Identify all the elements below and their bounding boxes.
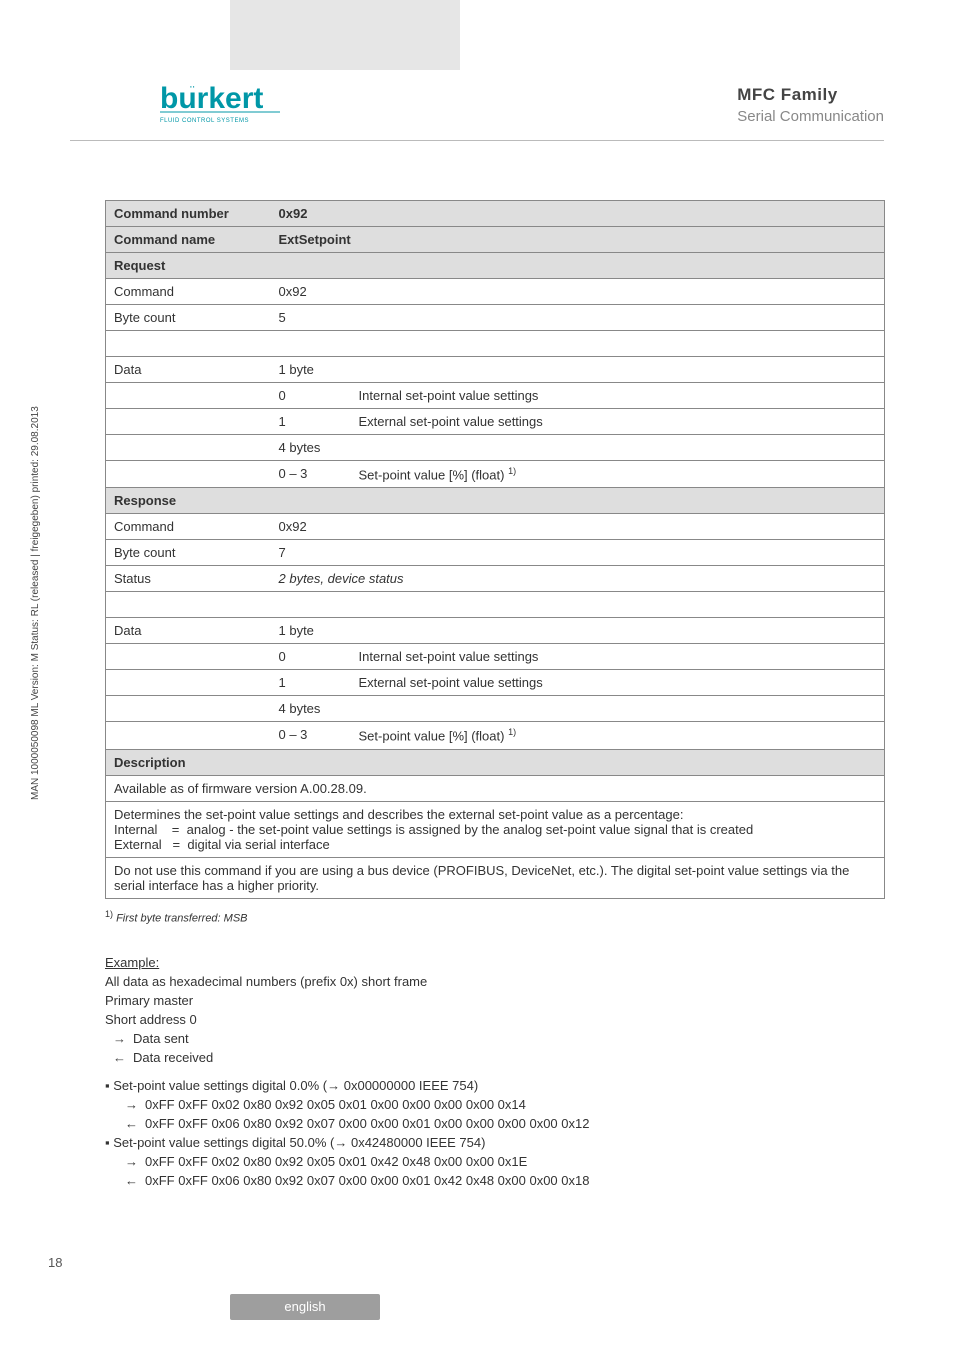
req-data-4a: 0 – 3	[271, 461, 351, 488]
desc-line3: Do not use this command if you are using…	[106, 857, 885, 898]
resp-status-label: Status	[106, 566, 271, 592]
example-b1-sent: →0xFF 0xFF 0x02 0x80 0x92 0x05 0x01 0x00…	[125, 1096, 885, 1115]
resp-data-1b: Internal set-point value settings	[351, 644, 885, 670]
example-sent: Data sent	[113, 1030, 885, 1049]
svg-text:burkert: burkert	[160, 82, 263, 115]
req-data-2a: 1	[271, 409, 351, 435]
resp-data-2a: 1	[271, 670, 351, 696]
resp-data-label: Data	[106, 618, 271, 644]
page-number: 18	[48, 1255, 62, 1270]
resp-command-val: 0x92	[271, 514, 885, 540]
req-command-val: 0x92	[271, 279, 885, 305]
example-b2-sent: →0xFF 0xFF 0x02 0x80 0x92 0x05 0x01 0x42…	[125, 1153, 885, 1172]
example-head: Example:	[105, 954, 885, 973]
req-data-1a: 0	[271, 383, 351, 409]
req-data-1b: Internal set-point value settings	[351, 383, 885, 409]
cmd-name-val: ExtSetpoint	[271, 227, 885, 253]
burkert-logo: burkert ¨ FLUID CONTROL SYSTEMS	[160, 82, 310, 127]
command-table: Command number 0x92 Command name ExtSetp…	[105, 200, 885, 899]
req-data-label: Data	[106, 357, 271, 383]
spacer-row	[106, 592, 885, 618]
resp-data-4a: 0 – 3	[271, 722, 351, 749]
footnote: 1) First byte transferred: MSB	[105, 909, 885, 925]
desc-block2: Determines the set-point value settings …	[106, 801, 885, 857]
resp-data-1a: 0	[271, 644, 351, 670]
req-bytecount-label: Byte count	[106, 305, 271, 331]
side-meta: MAN 1000050098 ML Version: M Status: RL …	[30, 406, 41, 800]
resp-data-0a: 1 byte	[271, 618, 351, 644]
spacer-row	[106, 331, 885, 357]
req-command-label: Command	[106, 279, 271, 305]
svg-text:FLUID CONTROL SYSTEMS: FLUID CONTROL SYSTEMS	[160, 118, 249, 124]
req-data-0a: 1 byte	[271, 357, 351, 383]
response-section: Response	[106, 488, 885, 514]
req-data-3b	[351, 435, 885, 461]
resp-bytecount-label: Byte count	[106, 540, 271, 566]
req-data-0b	[351, 357, 885, 383]
resp-bytecount-val: 7	[271, 540, 885, 566]
example-block: Example: All data as hexadecimal numbers…	[105, 954, 885, 1190]
cmd-num-val: 0x92	[271, 201, 351, 227]
resp-data-0b	[351, 618, 885, 644]
example-b2-recv: ←0xFF 0xFF 0x06 0x80 0x92 0x07 0x00 0x00…	[125, 1172, 885, 1191]
resp-data-3a: 4 bytes	[271, 696, 351, 722]
example-l3: Short address 0	[105, 1011, 885, 1030]
req-bytecount-val: 5	[271, 305, 885, 331]
header-right: MFC Family Serial Communication	[737, 85, 884, 125]
header-sub: Serial Communication	[737, 108, 884, 125]
header-rule	[70, 140, 884, 141]
cmd-num-label: Command number	[106, 201, 271, 227]
desc-line1: Available as of firmware version A.00.28…	[106, 775, 885, 801]
header-gray-block	[230, 0, 460, 70]
example-l1: All data as hexadecimal numbers (prefix …	[105, 973, 885, 992]
description-section: Description	[106, 749, 885, 775]
example-b2: Set-point value settings digital 50.0% (…	[105, 1134, 885, 1191]
example-l2: Primary master	[105, 992, 885, 1011]
example-b1: Set-point value settings digital 0.0% (→…	[105, 1077, 885, 1134]
example-recv: Data received	[113, 1049, 885, 1068]
resp-data-4b: Set-point value [%] (float) 1)	[351, 722, 885, 749]
example-b1-recv: ←0xFF 0xFF 0x06 0x80 0x92 0x07 0x00 0x00…	[125, 1115, 885, 1134]
content: Command number 0x92 Command name ExtSetp…	[105, 200, 885, 1190]
req-data-2b: External set-point value settings	[351, 409, 885, 435]
resp-status-val: 2 bytes, device status	[271, 566, 885, 592]
resp-data-3b	[351, 696, 885, 722]
svg-text:¨: ¨	[190, 83, 195, 99]
resp-command-label: Command	[106, 514, 271, 540]
request-section: Request	[106, 253, 885, 279]
resp-data-2b: External set-point value settings	[351, 670, 885, 696]
req-data-4b: Set-point value [%] (float) 1)	[351, 461, 885, 488]
english-tab: english	[230, 1294, 380, 1320]
header-family: MFC Family	[737, 85, 884, 105]
req-data-3a: 4 bytes	[271, 435, 351, 461]
cmd-name-label: Command name	[106, 227, 271, 253]
